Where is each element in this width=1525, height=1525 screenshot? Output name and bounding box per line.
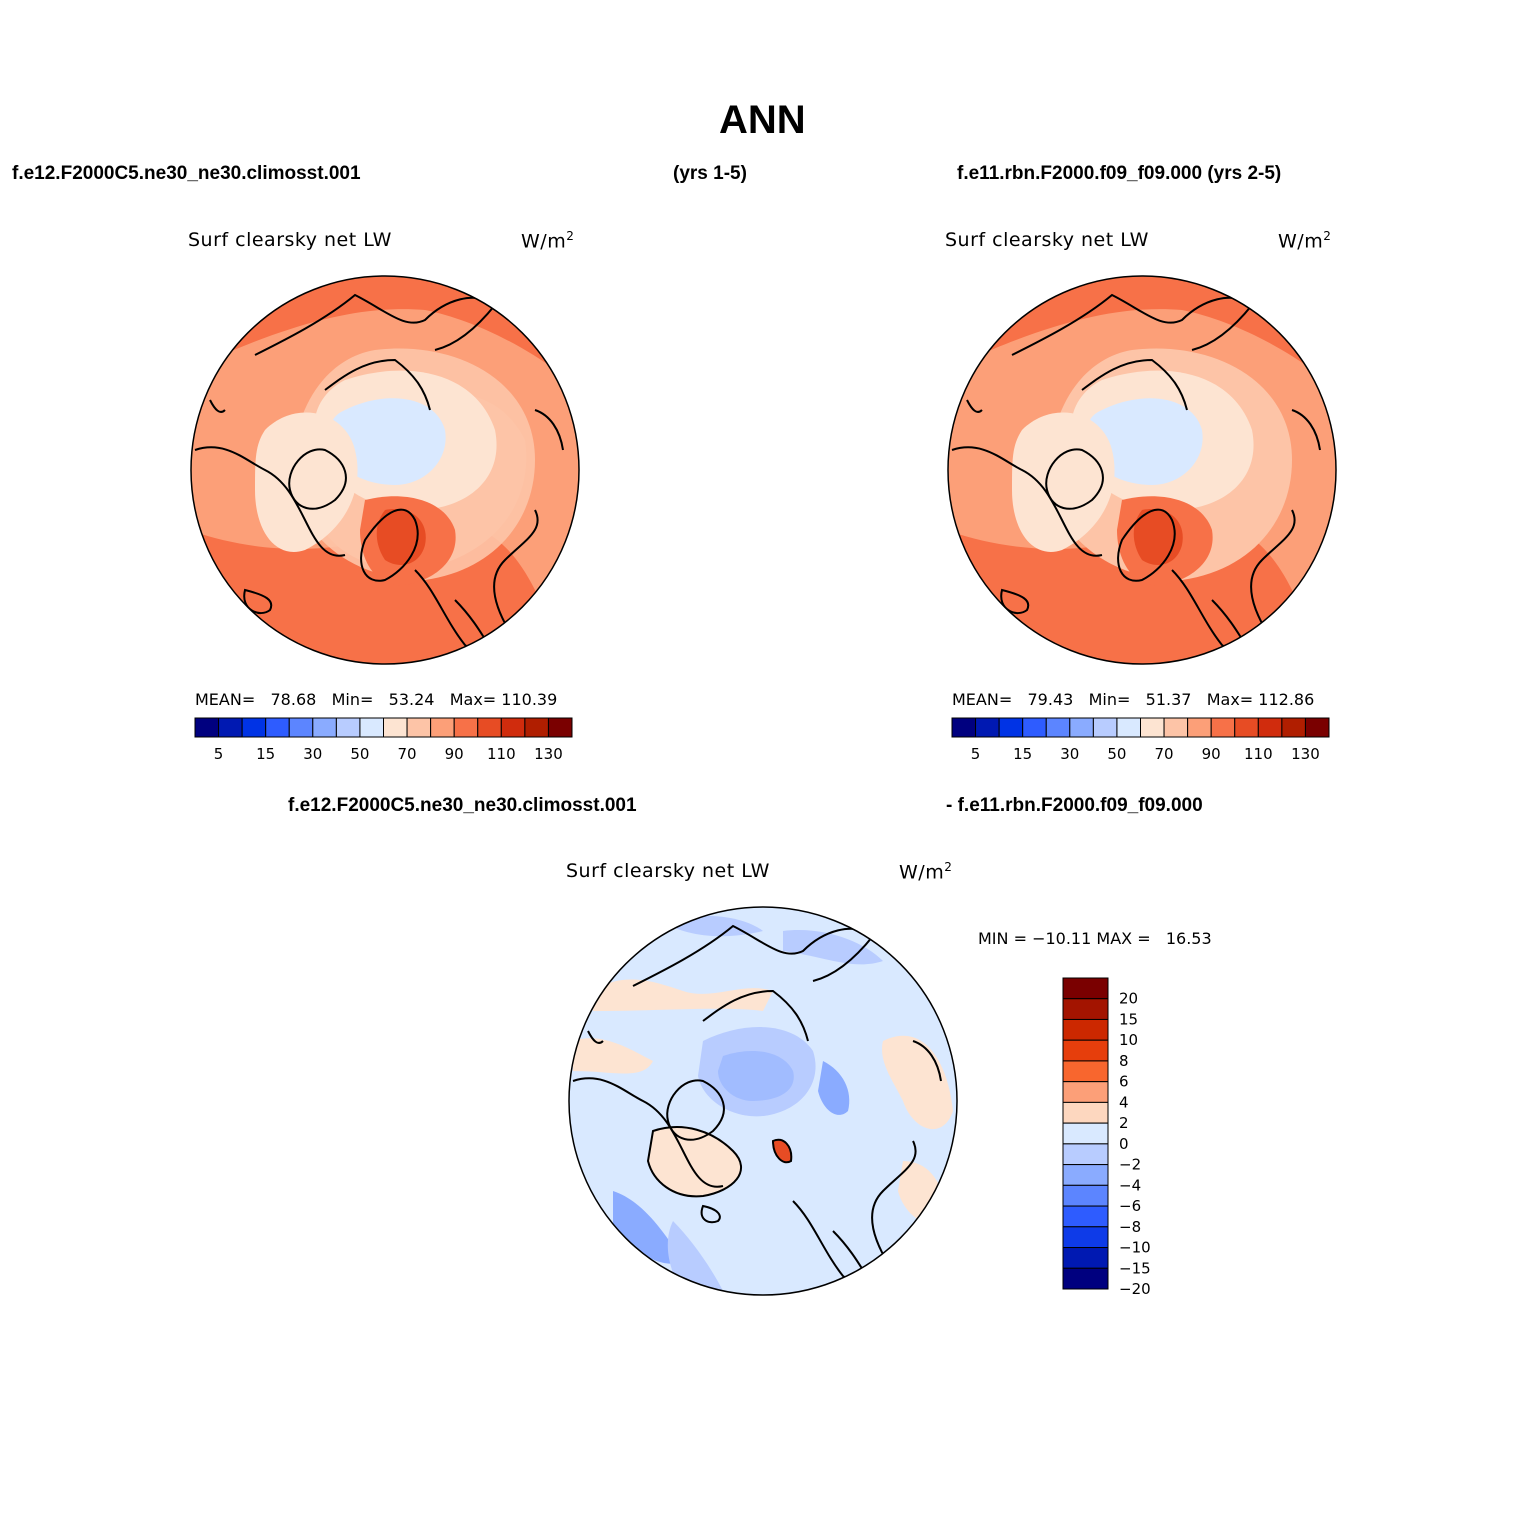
case2-header: f.e11.rbn.F2000.f09_f09.000 (yrs 2-5) [957, 163, 1282, 184]
panel1-polar-map [190, 275, 580, 665]
colorbar-swatch [1062, 1101, 1109, 1124]
colorbar-tick-label: 30 [303, 745, 322, 763]
colorbar-swatch [1062, 1205, 1109, 1228]
colorbar-swatch [1062, 998, 1109, 1020]
colorbar-tick-label: 15 [256, 745, 275, 763]
colorbar-tick-label: 15 [1119, 1010, 1138, 1028]
colorbar-swatch [547, 717, 573, 738]
colorbar-swatch [1062, 1039, 1109, 1062]
colorbar-swatch [265, 717, 290, 738]
colorbar-swatch [998, 717, 1024, 738]
colorbar-tick-label: 30 [1060, 745, 1079, 763]
colorbar-swatch [359, 717, 385, 738]
colorbar-swatch [1092, 717, 1118, 738]
colorbar-swatch [500, 717, 526, 738]
colorbar-tick-label: −8 [1119, 1218, 1141, 1236]
colorbar-swatch [241, 717, 267, 738]
colorbar-swatch [477, 717, 502, 738]
colorbar-swatch [1062, 1247, 1109, 1269]
panel3-units: W/m2 [899, 860, 953, 884]
panel2-variable-title: Surf clearsky net LW [945, 229, 1149, 251]
colorbar-tick-label: 0 [1119, 1135, 1129, 1153]
colorbar-swatch [524, 717, 549, 738]
panel3-polar-map [568, 906, 958, 1296]
diff-case1-header: f.e12.F2000C5.ne30_ne30.climosst.001 [288, 795, 637, 816]
colorbar-swatch [1062, 1267, 1109, 1290]
colorbar-swatch [1062, 1143, 1109, 1166]
colorbar-tick-label: 50 [350, 745, 369, 763]
colorbar-swatch [1281, 717, 1306, 738]
colorbar-swatch [975, 717, 1000, 738]
panel1-stats: MEAN= 78.68 Min= 53.24 Max= 110.39 [195, 690, 558, 709]
colorbar-swatch [1116, 717, 1142, 738]
panel3-variable-title: Surf clearsky net LW [566, 860, 770, 882]
panel1-variable-title: Surf clearsky net LW [188, 229, 392, 251]
colorbar-tick-label: 8 [1119, 1052, 1129, 1070]
colorbar-tick-label: 90 [445, 745, 464, 763]
colorbar-tick-label: 15 [1013, 745, 1032, 763]
colorbar-swatch [1062, 1122, 1109, 1145]
colorbar-swatch [383, 717, 408, 738]
colorbar-tick-label: 70 [398, 745, 417, 763]
panel2-stats: MEAN= 79.43 Min= 51.37 Max= 112.86 [952, 690, 1315, 709]
colorbar-swatch [1045, 717, 1071, 738]
case1-years: (yrs 1-5) [673, 163, 747, 184]
panel2-colorbar: 5 15 30 50 70 90 110 130 [951, 717, 1330, 763]
colorbar-swatch [430, 717, 455, 738]
colorbar-swatch [1187, 717, 1212, 738]
colorbar-swatch [218, 717, 243, 738]
colorbar-swatch [1062, 1164, 1109, 1186]
colorbar-tick-label: −10 [1119, 1239, 1151, 1257]
colorbar-tick-label: 50 [1107, 745, 1126, 763]
panel2-polar-map [947, 275, 1337, 665]
colorbar-swatch [1022, 717, 1047, 738]
colorbar-swatch [194, 717, 220, 738]
colorbar-tick-label: −6 [1119, 1197, 1141, 1215]
colorbar-swatch [1062, 1226, 1109, 1249]
colorbar-swatch [1140, 717, 1165, 738]
case1-header: f.e12.F2000C5.ne30_ne30.climosst.001 [12, 163, 361, 184]
colorbar-tick-label: 2 [1119, 1114, 1129, 1132]
colorbar-tick-label: −2 [1119, 1156, 1141, 1174]
colorbar-tick-label: 5 [971, 745, 981, 763]
panel1-units: W/m2 [521, 229, 575, 253]
panel3-stats: MIN = −10.11 MAX = 16.53 [978, 929, 1212, 948]
colorbar-swatch [1062, 1184, 1109, 1207]
colorbar-swatch [453, 717, 479, 738]
diff-case2-header: - f.e11.rbn.F2000.f09_f09.000 [946, 795, 1203, 816]
colorbar-tick-label: −15 [1119, 1259, 1151, 1277]
colorbar-tick-label: 4 [1119, 1093, 1129, 1111]
colorbar-tick-label: 90 [1202, 745, 1221, 763]
colorbar-tick-label: 10 [1119, 1031, 1138, 1049]
colorbar-tick-label: 70 [1155, 745, 1174, 763]
colorbar-tick-label: 130 [534, 745, 563, 763]
colorbar-swatch [1163, 717, 1189, 738]
colorbar-swatch [312, 717, 337, 738]
colorbar-swatch [1062, 977, 1109, 1000]
panel1-colorbar: 5 15 30 50 70 90 110 130 [194, 717, 573, 763]
page-title: ANN [719, 98, 806, 142]
colorbar-swatch [1257, 717, 1283, 738]
colorbar-swatch [1234, 717, 1259, 738]
colorbar-swatch [1062, 1060, 1109, 1083]
colorbar-tick-label: −20 [1119, 1280, 1151, 1298]
colorbar-tick-label: 20 [1119, 990, 1138, 1008]
panel2-units: W/m2 [1278, 229, 1332, 253]
colorbar-tick-label: −4 [1119, 1176, 1141, 1194]
colorbar-swatch [1069, 717, 1094, 738]
colorbar-swatch [951, 717, 977, 738]
colorbar-tick-label: 5 [214, 745, 224, 763]
colorbar-swatch [288, 717, 314, 738]
colorbar-tick-label: 110 [487, 745, 516, 763]
colorbar-swatch [1062, 1018, 1109, 1041]
colorbar-tick-label: 6 [1119, 1073, 1129, 1091]
colorbar-tick-label: 130 [1291, 745, 1320, 763]
colorbar-swatch [335, 717, 361, 738]
colorbar-swatch [1304, 717, 1330, 738]
colorbar-swatch [1062, 1081, 1109, 1103]
colorbar-tick-label: 110 [1244, 745, 1273, 763]
colorbar-swatch [1210, 717, 1236, 738]
colorbar-swatch [406, 717, 432, 738]
